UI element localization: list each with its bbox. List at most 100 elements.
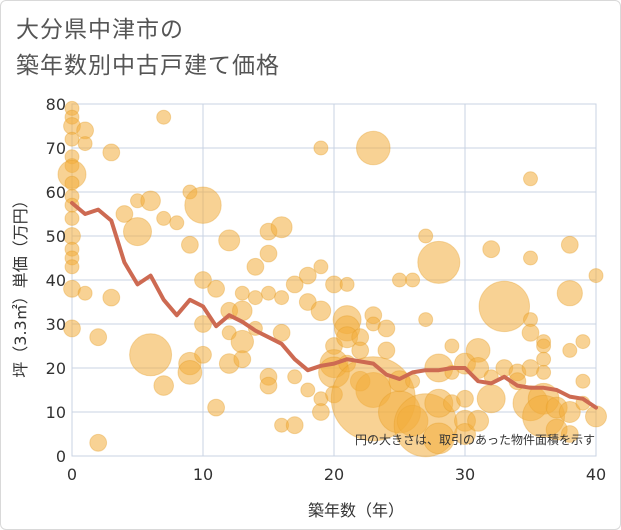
bubble-point (102, 288, 121, 307)
bubble-point (478, 280, 530, 333)
x-tick-label: 0 (67, 465, 77, 484)
bubble-point (64, 131, 80, 147)
bubble-point (259, 244, 278, 263)
y-tick-label: 30 (46, 315, 66, 334)
bubble-point (418, 228, 434, 244)
bubble-point (523, 250, 538, 266)
bubble-point (184, 186, 222, 224)
bubble-point (156, 109, 172, 125)
bubble-point (234, 285, 250, 301)
bubble-point (287, 369, 303, 385)
x-axis-label: 築年数（年） (308, 501, 404, 520)
bubble-point (177, 360, 203, 385)
bubble-point (356, 130, 391, 166)
bubbles (57, 100, 607, 458)
x-tick-label: 20 (324, 465, 344, 484)
bubble-point (418, 312, 434, 328)
bubble-point (556, 280, 583, 307)
x-tick-label: 40 (586, 465, 606, 484)
y-tick-label: 70 (46, 139, 66, 158)
bubble-point (467, 409, 490, 432)
bubble-point (588, 268, 604, 284)
bubble-point (392, 272, 407, 288)
bubble-point (64, 175, 80, 191)
bubble-point (181, 235, 199, 254)
x-tick-label: 30 (455, 465, 475, 484)
bubble-point (377, 319, 396, 338)
bubble-point (64, 259, 80, 275)
bubble-point (64, 210, 80, 226)
bubble-point (285, 416, 304, 435)
y-tick-label: 10 (46, 403, 66, 422)
bubble-point (140, 190, 161, 212)
size-legend-note: 円の大きさは、取引のあった物件面積を示す (354, 433, 595, 447)
bubble-point (536, 338, 552, 354)
bubble-point (89, 433, 108, 452)
bubble-point (274, 290, 290, 306)
bubble-point (207, 398, 226, 417)
bubble-point (560, 425, 579, 443)
bubble-point (575, 373, 591, 389)
bubble-point (560, 235, 579, 254)
y-tick-label: 40 (46, 271, 66, 290)
bubble-point (156, 210, 172, 226)
bubble-point (454, 423, 476, 445)
bubble-point (246, 257, 265, 276)
bubble-point (536, 364, 552, 380)
trend-line (70, 201, 598, 410)
bubble-point (422, 422, 455, 455)
bubble-point (261, 285, 276, 301)
bubble-point (207, 279, 226, 298)
bubble-point (351, 341, 370, 360)
y-tick-label: 0 (56, 447, 66, 466)
bubble-point (77, 285, 93, 301)
y-tick-label: 80 (46, 95, 66, 114)
bubble-point (153, 375, 174, 396)
y-tick-label: 50 (46, 227, 66, 246)
bubble-point (169, 215, 185, 231)
chart-title-line1: 大分県中津市の (16, 17, 184, 43)
bubble-point (194, 271, 212, 289)
bubble-point (482, 240, 501, 259)
bubble-point (298, 266, 317, 285)
bubble-point (129, 333, 173, 377)
x-tick-label: 10 (193, 465, 213, 484)
bubble-point (536, 351, 552, 367)
bubble-point (259, 376, 278, 395)
bubble-point (444, 338, 460, 354)
trend-line-layer (70, 201, 598, 410)
bubble-point (562, 342, 578, 358)
bubble-point (523, 171, 538, 187)
y-tick-label: 60 (46, 183, 66, 202)
bubble-point (310, 300, 332, 322)
bubble-point (247, 290, 263, 306)
bubble-point (272, 323, 291, 342)
bubble-point (521, 323, 540, 342)
bubble-point (63, 319, 81, 338)
bubble-point (102, 143, 121, 162)
y-tick-label: 20 (46, 359, 66, 378)
bubble-point (233, 350, 252, 369)
bubble-point (377, 341, 396, 360)
y-axis-label: 坪（3.3㎡）単価（万円） (11, 192, 30, 377)
bubble-point (89, 328, 108, 347)
bubble-point (298, 293, 317, 311)
chart-title: 大分県中津市の 築年数別中古戸建て価格 (16, 12, 280, 84)
bubble-point (194, 315, 212, 333)
bubble-point (218, 229, 241, 252)
bubble-point (270, 216, 293, 239)
bubble-point (575, 334, 591, 350)
bubble-point (417, 240, 461, 284)
bubble-point (285, 275, 304, 294)
chart-title-line2: 築年数別中古戸建て価格 (16, 53, 280, 79)
bubble-point (194, 345, 212, 364)
bubble-point (300, 382, 316, 398)
bubble-point (312, 403, 330, 421)
bubble-point (230, 329, 255, 354)
bubble-point (77, 136, 93, 152)
bubble-point (313, 259, 329, 275)
bubble-point (476, 384, 506, 414)
bubble-point (339, 276, 355, 292)
axes: 0 10 20 30 40 0 10 20 30 40 50 60 70 80 (46, 95, 607, 484)
